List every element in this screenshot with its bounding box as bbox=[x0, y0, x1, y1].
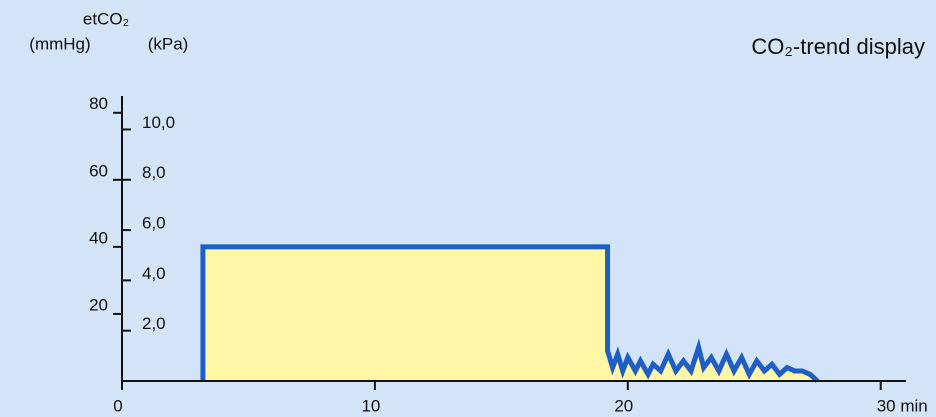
area-fill bbox=[202, 246, 818, 381]
y-tick-label: 60 bbox=[89, 161, 108, 180]
x-tick-label: 0 bbox=[113, 396, 122, 415]
y2-tick-label: 6,0 bbox=[142, 214, 166, 233]
x-tick-label: 10 bbox=[361, 396, 380, 415]
y2-tick-label: 2,0 bbox=[142, 314, 166, 333]
trend-line bbox=[200, 244, 820, 383]
y-tick-label: 40 bbox=[89, 228, 108, 247]
y-unit-label: (mmHg) bbox=[29, 34, 90, 53]
y-tick-label: 80 bbox=[89, 94, 108, 113]
y2-tick-label: 4,0 bbox=[142, 264, 166, 283]
y2-unit-label: (kPa) bbox=[148, 34, 189, 53]
chart-title: CO₂-trend display bbox=[751, 34, 925, 59]
y-axis-title: etCO₂ bbox=[83, 9, 129, 28]
x-tick-label: 30 min bbox=[877, 396, 928, 415]
x-tick-label: 20 bbox=[614, 396, 633, 415]
y-tick-label: 20 bbox=[89, 295, 108, 314]
y2-tick-label: 10,0 bbox=[142, 113, 175, 132]
y2-tick-label: 8,0 bbox=[142, 163, 166, 182]
